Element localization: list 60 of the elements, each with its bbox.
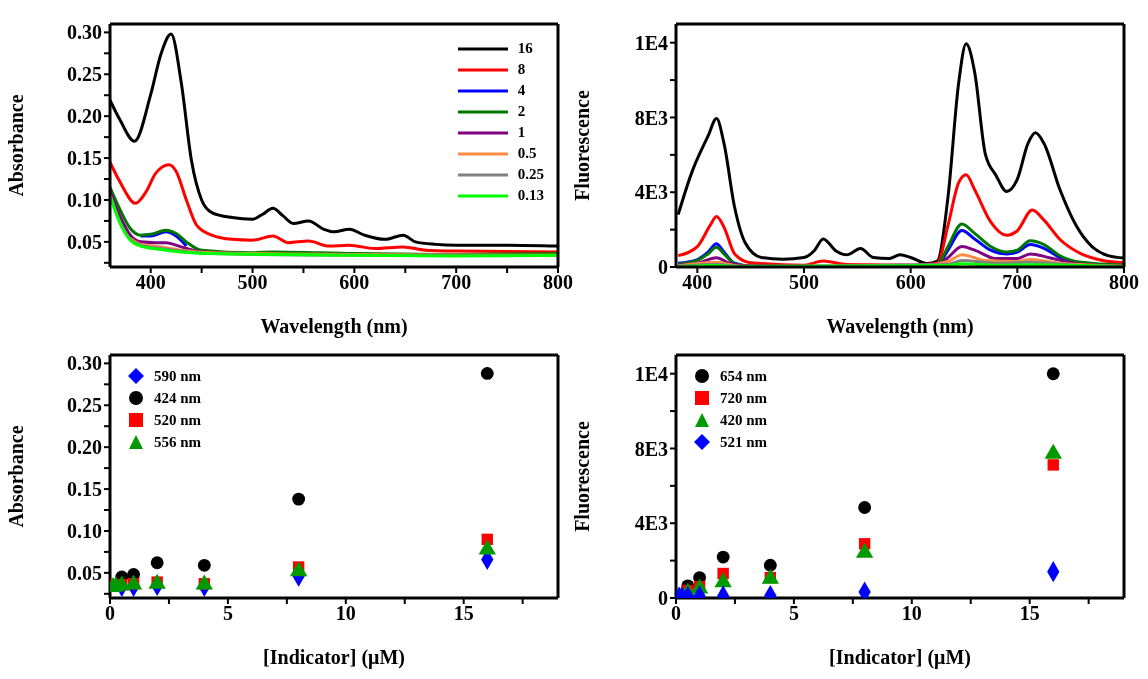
y-tick-label: 0 [658,587,668,610]
y-axis-title: Fluorescence [571,421,594,532]
legend-label: 720 nm [720,389,768,407]
y-tick-label: 0.10 [67,520,102,543]
y-axis-title: Absorbance [5,94,28,197]
legend-label: 654 nm [720,367,768,385]
x-tick-label: 5 [222,602,233,625]
y-tick-label: 0.20 [67,436,102,459]
x-tick-label: 700 [441,271,472,294]
legend-label: 8 [517,61,526,78]
y-tick-label: 4E3 [634,181,668,204]
y-tick-label: 0.15 [67,478,102,501]
x-tick-label: 500 [789,271,819,294]
y-tick-label: 0.15 [67,147,102,170]
y-tick-label: 1E4 [634,31,668,54]
y-tick-label: 0 [658,256,668,279]
y-tick-label: 0.05 [67,561,102,584]
legend-label: 0.13 [517,187,544,204]
x-tick-label: 600 [339,271,370,294]
legend-label: 420 nm [720,411,768,429]
y-tick-label: 1E4 [634,362,668,385]
y-tick-label: 0.30 [67,21,102,44]
x-tick-label: 5 [788,602,799,625]
x-tick-label: 800 [1109,271,1139,294]
y-axis-title: Fluorescence [571,90,594,201]
y-tick-label: 0.25 [67,63,102,86]
x-tick-label: 700 [1002,271,1033,294]
y-tick-label: 0.25 [67,394,102,417]
legend-label: 1 [517,124,526,141]
legend-label: 556 nm [154,433,202,451]
legend-label: 16 [517,40,533,57]
x-tick-label: 10 [901,602,922,625]
legend-label: 424 nm [154,389,202,407]
x-axis-title: [Indicator] (μM) [829,646,971,669]
legend-label: 4 [517,82,526,99]
legend-label: 0.25 [517,166,544,183]
x-tick-label: 15 [453,602,474,625]
x-tick-label: 400 [682,271,713,294]
y-tick-label: 0.10 [67,189,102,212]
y-axis-title: Absorbance [5,425,28,528]
x-axis-title: [Indicator] (μM) [263,646,405,669]
x-tick-label: 800 [543,271,573,294]
y-tick-label: 0.20 [67,105,102,128]
x-axis-title: Wavelength (nm) [826,315,974,338]
x-tick-label: 400 [135,271,166,294]
x-axis-title: Wavelength (nm) [260,315,408,338]
y-tick-label: 4E3 [634,512,668,535]
x-tick-label: 500 [237,271,268,294]
y-tick-label: 0.05 [67,230,102,253]
legend-label: 590 nm [154,367,202,385]
legend-label: 520 nm [154,411,202,429]
y-tick-label: 0.30 [67,352,102,375]
legend-label: 521 nm [720,433,768,451]
x-tick-label: 600 [895,271,926,294]
y-tick-label: 8E3 [634,106,668,129]
y-tick-label: 8E3 [634,437,668,460]
legend-label: 2 [517,103,526,120]
legend-label: 0.5 [517,145,537,162]
x-tick-label: 10 [335,602,356,625]
x-tick-label: 15 [1019,602,1040,625]
